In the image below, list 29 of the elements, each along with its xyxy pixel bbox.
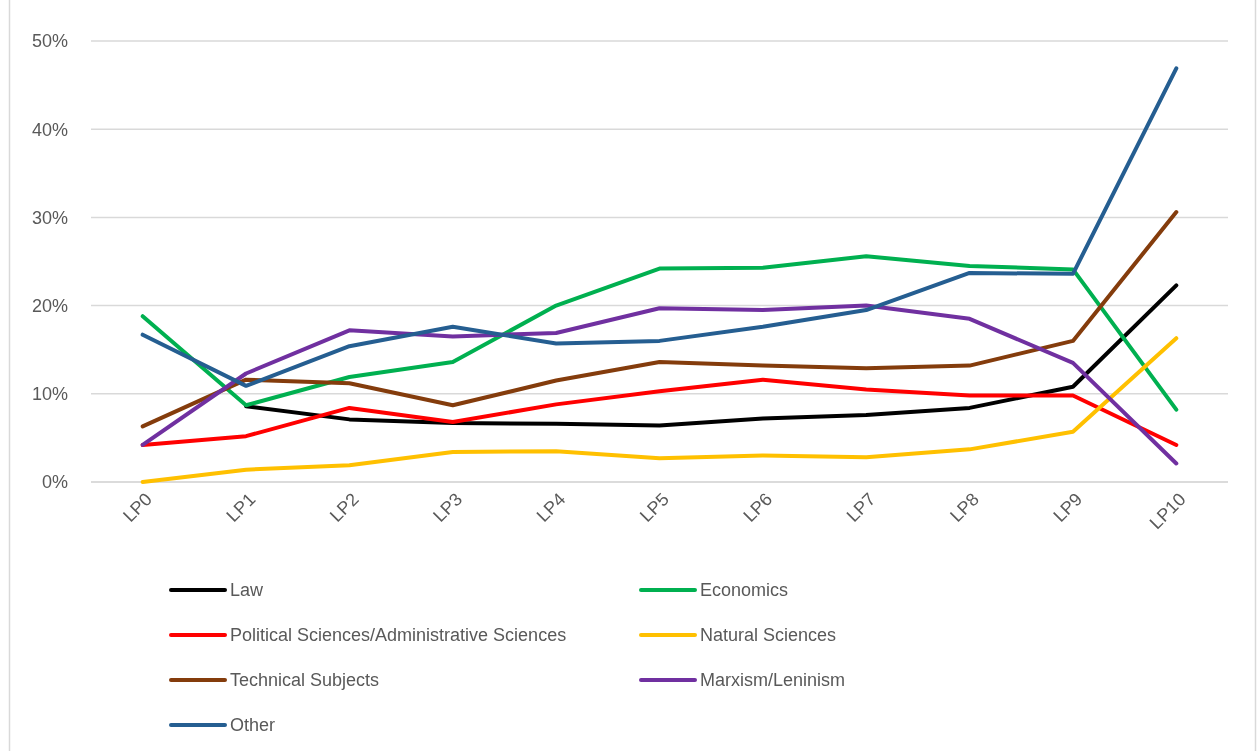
x-tick-label: LP8 xyxy=(946,489,983,526)
line-series xyxy=(140,66,1179,388)
line-series xyxy=(244,283,1179,428)
x-tick-label: LP5 xyxy=(635,489,673,526)
y-tick-label: 40% xyxy=(31,119,68,140)
legend-label: Political Sciences/Administrative Sciences xyxy=(230,625,567,646)
y-tick-label: 50% xyxy=(31,31,68,52)
x-tick-label: LP3 xyxy=(429,489,467,526)
legend-label: Natural Sciences xyxy=(700,625,837,646)
y-tick-label: 10% xyxy=(31,384,68,405)
x-tick-label: LP9 xyxy=(1049,489,1087,526)
x-tick-label: LP7 xyxy=(842,489,880,526)
line-series xyxy=(140,254,1179,412)
line-series xyxy=(140,210,1179,429)
x-tick-label: LP1 xyxy=(222,489,260,526)
legend-label: Law xyxy=(230,580,265,601)
x-tick-label: LP2 xyxy=(325,489,363,526)
y-tick-label: 20% xyxy=(31,295,68,316)
y-tick-label: 0% xyxy=(41,472,68,493)
x-tick-label: LP4 xyxy=(532,489,570,526)
legend-label: Marxism/Leninism xyxy=(700,670,846,691)
line-series xyxy=(140,303,1179,466)
line-series xyxy=(140,336,1179,484)
x-tick-label: LP0 xyxy=(119,489,156,526)
y-tick-label: 30% xyxy=(31,207,68,228)
legend-label: Economics xyxy=(700,580,789,601)
legend-label: Other xyxy=(230,715,276,736)
x-tick-label: LP6 xyxy=(739,489,777,526)
legend-label: Technical Subjects xyxy=(230,670,380,691)
